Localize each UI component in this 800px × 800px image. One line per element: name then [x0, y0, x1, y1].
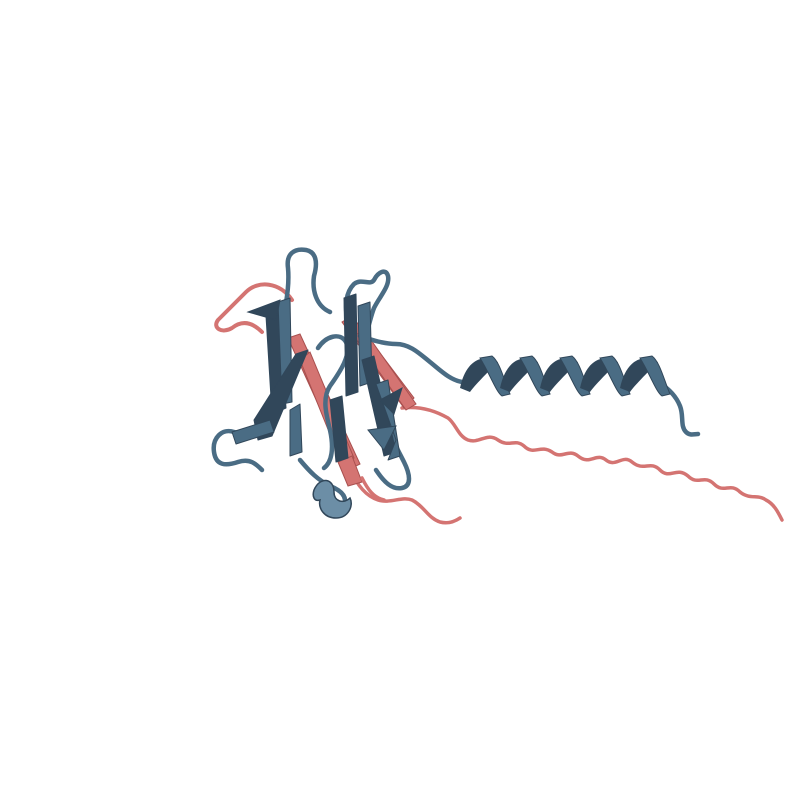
chain-a-strand-9	[329, 395, 349, 463]
chain-a-top-loop-right	[343, 269, 391, 349]
chain-a-top-loop-left	[279, 247, 333, 333]
chain-a-strand-3	[253, 349, 309, 441]
chain-a-helix-cterm	[655, 379, 701, 437]
chain-a-alpha-helix	[460, 355, 671, 397]
chain-b-nterm-loop	[214, 282, 294, 334]
chain-a-strand-5	[343, 293, 359, 397]
chain-a-arrowhead-2	[367, 425, 397, 451]
chain-a-short-helix	[312, 479, 352, 519]
chain-a-inner-loop	[315, 334, 350, 471]
chain-a-arrowhead-1	[246, 299, 281, 321]
chain-a-linker	[357, 333, 465, 385]
chain-a-strand-4	[289, 403, 303, 457]
chain-a-arrowhead-3	[379, 386, 403, 415]
chain-b-front-segment	[360, 476, 386, 502]
helix-turn-front	[639, 355, 671, 397]
chain-b-cterm-tail	[400, 405, 784, 522]
chain-a-strand-10	[231, 419, 275, 445]
chain-b-lower-loop	[348, 468, 462, 525]
